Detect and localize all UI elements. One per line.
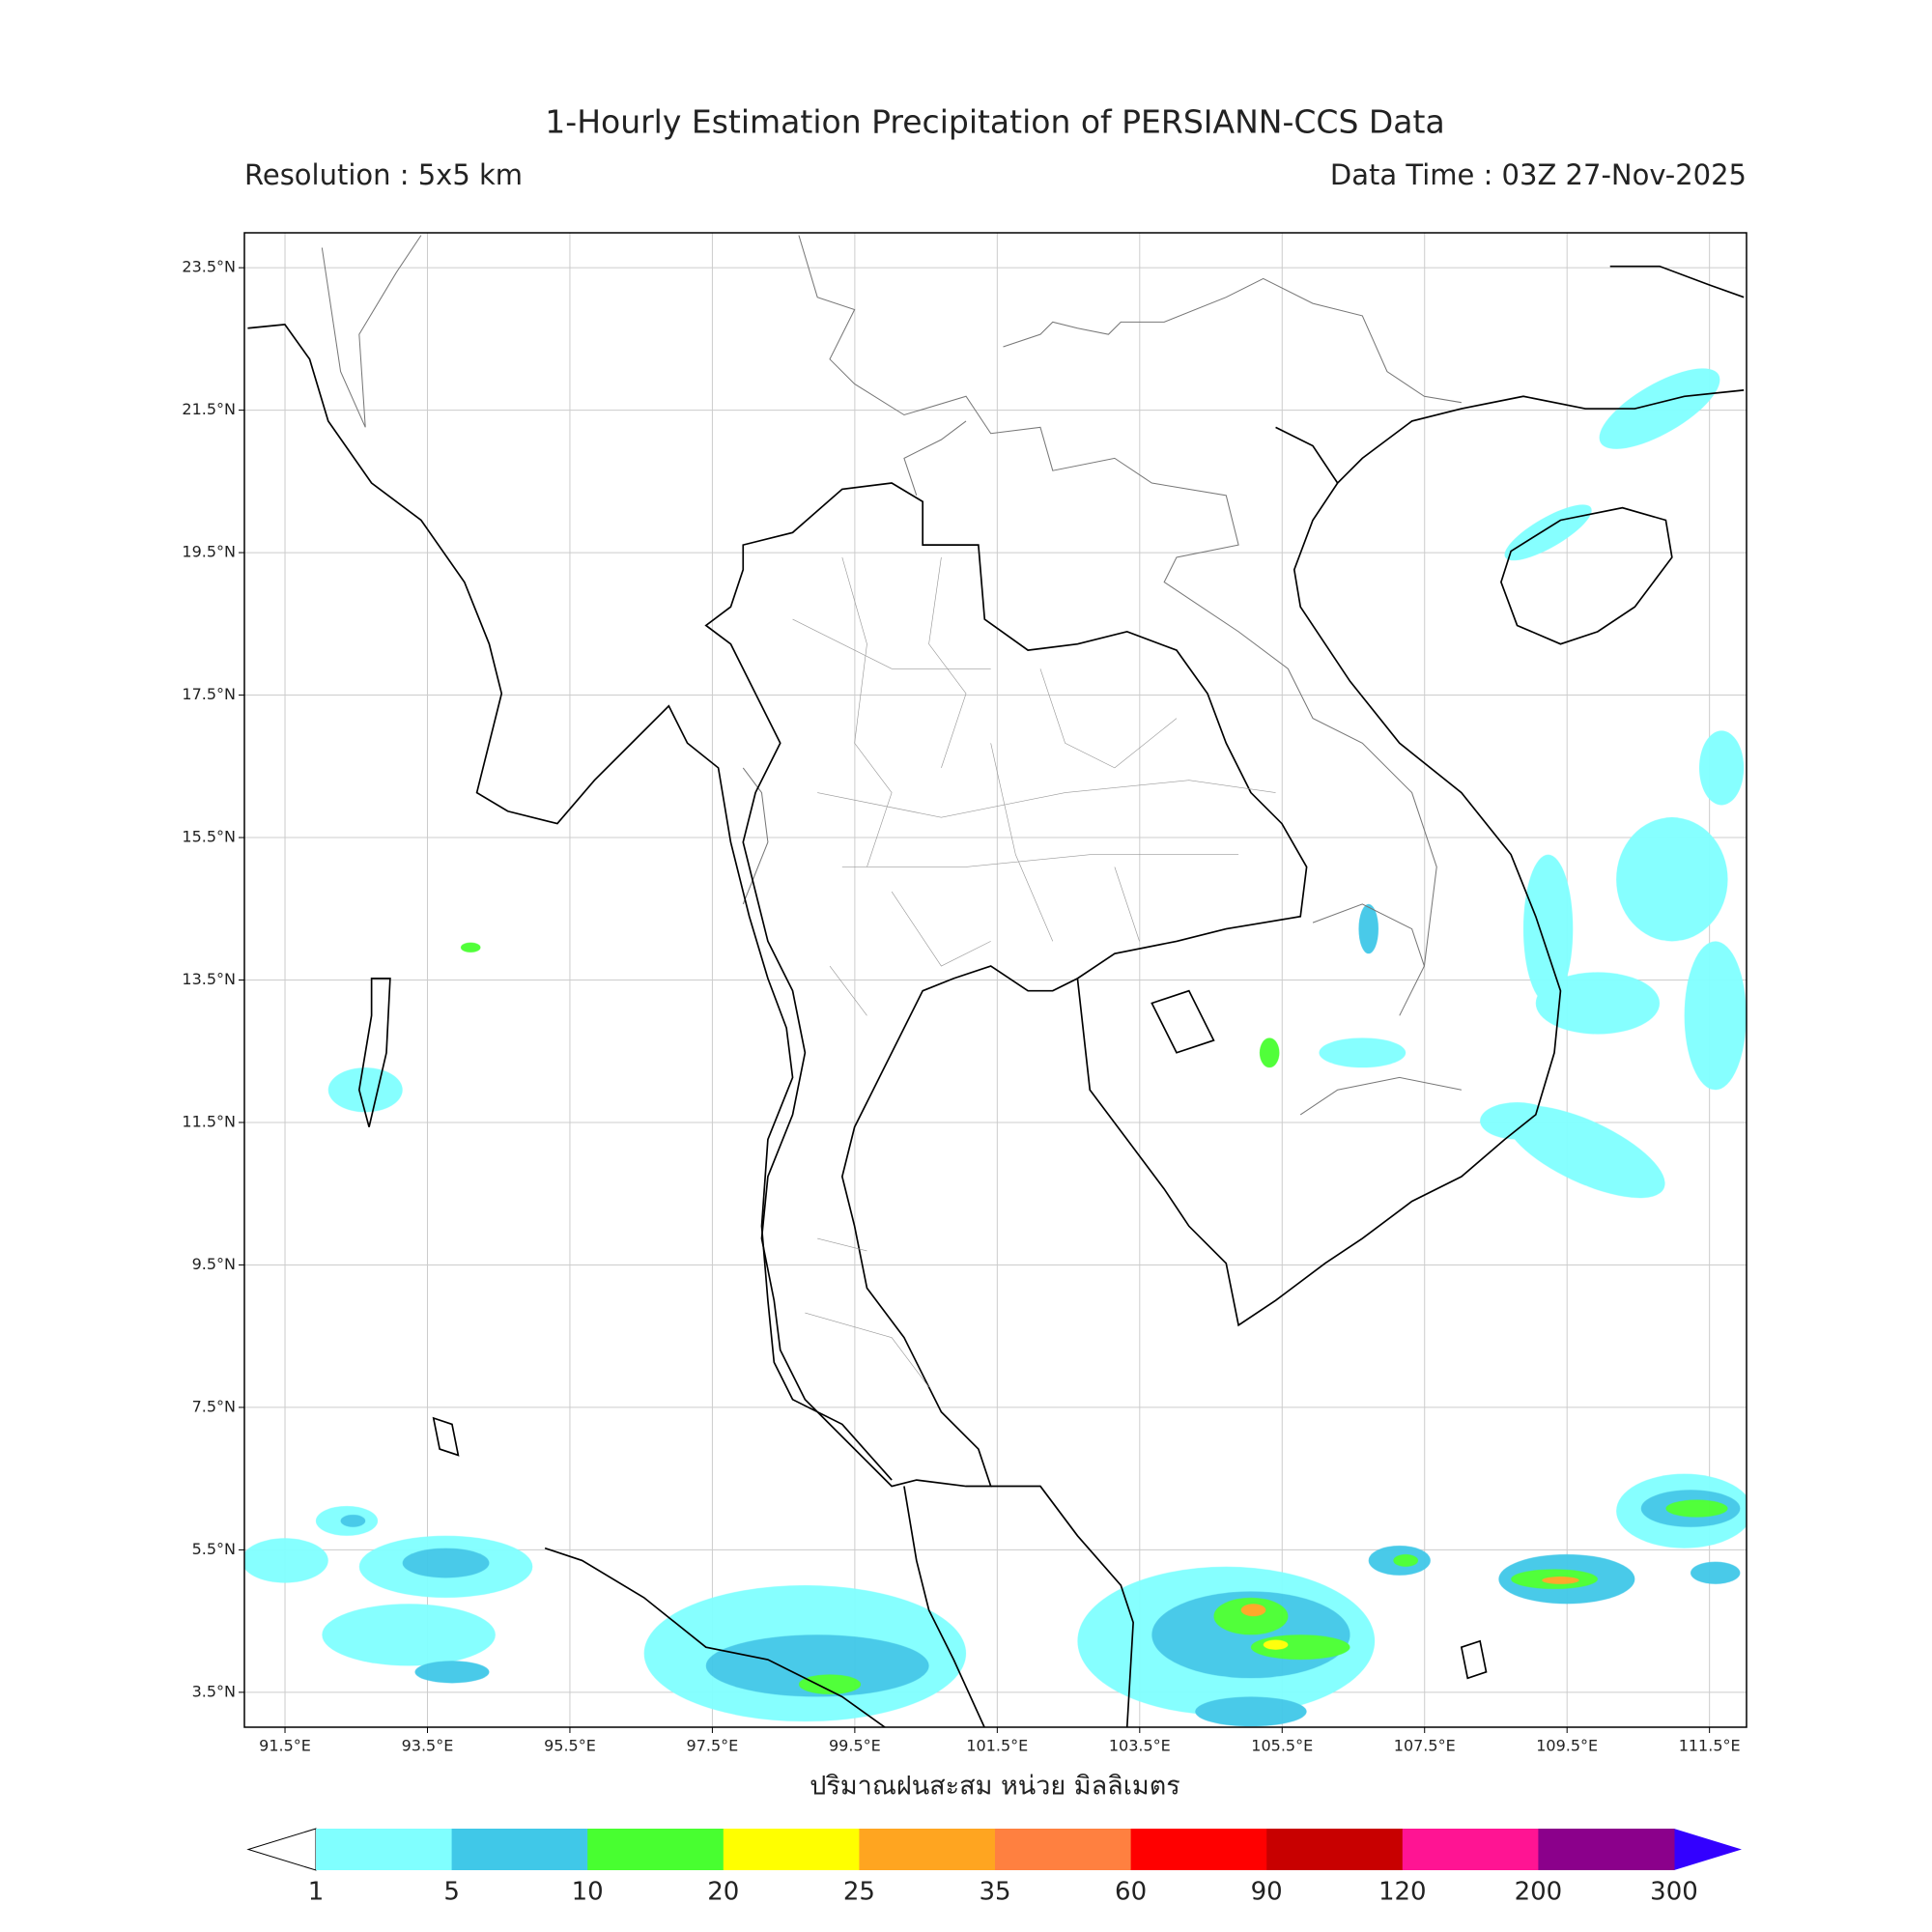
basemap (243, 235, 1747, 1728)
colorbar-segment (859, 1829, 996, 1870)
colorbar-segment (451, 1829, 588, 1870)
y-tick-label: 5.5°N (192, 1540, 236, 1558)
colorbar-label: 10 (572, 1878, 604, 1907)
x-tick-label: 105.5°E (1251, 1737, 1313, 1755)
colorbar-label: 5 (443, 1878, 460, 1907)
y-tick-label: 7.5°N (192, 1397, 236, 1415)
colorbar-under (246, 1828, 317, 1871)
colorbar-segment (1402, 1829, 1539, 1870)
y-tick-label: 11.5°N (182, 1112, 236, 1130)
y-tick-label: 17.5°N (182, 685, 236, 703)
x-tick-label: 99.5°E (829, 1737, 881, 1755)
y-tick-label: 3.5°N (192, 1682, 236, 1700)
data-time: Data Time : 03Z 27-Nov-2025 (1330, 158, 1747, 191)
colorbar-over (1674, 1829, 1742, 1870)
colorbar-label: 20 (707, 1878, 739, 1907)
colorbar-label: 300 (1650, 1878, 1698, 1907)
colorbar-label: 25 (843, 1878, 875, 1907)
x-tick-label: 103.5°E (1109, 1737, 1171, 1755)
x-tick-label: 101.5°E (966, 1737, 1028, 1755)
colorbar-segment (316, 1829, 453, 1870)
colorbar-segment (1130, 1829, 1267, 1870)
colorbar-segment (723, 1829, 860, 1870)
colorbar-label: 200 (1515, 1878, 1563, 1907)
coastlines (247, 265, 1745, 1728)
colorbar: 1 5 10 20 25 35 60 90 120 200 300 (246, 1828, 1742, 1907)
thailand (704, 482, 1308, 1488)
y-tick-label: 15.5°N (182, 828, 236, 846)
colorbar-segment (995, 1829, 1132, 1870)
colorbar-label: 120 (1378, 1878, 1427, 1907)
colorbar-label: 35 (979, 1878, 1010, 1907)
colorbar-segment (1266, 1829, 1404, 1870)
x-axis-label: ปริมาณฝนสะสม หน่วย มิลลิเมตร (810, 1772, 1180, 1802)
grid (244, 233, 1747, 1727)
colorbar-label: 90 (1251, 1878, 1283, 1907)
x-tick-label: 109.5°E (1536, 1737, 1598, 1755)
x-tick-label: 97.5°E (687, 1737, 739, 1755)
colorbar-label: 1 (308, 1878, 325, 1907)
x-tick-label: 111.5°E (1679, 1737, 1741, 1755)
colorbar-segment (1538, 1829, 1675, 1870)
x-tick-label: 95.5°E (544, 1737, 596, 1755)
y-tick-label: 23.5°N (182, 258, 236, 276)
colorbar-segment (587, 1829, 724, 1870)
rain (243, 368, 1747, 1727)
title: 1-Hourly Estimation Precipitation of PER… (545, 103, 1444, 141)
x-tick-label: 93.5°E (402, 1737, 454, 1755)
resolution: Resolution : 5x5 km (244, 158, 523, 191)
y-tick-label: 21.5°N (182, 400, 236, 418)
x-tick-label: 91.5°E (259, 1737, 311, 1755)
colorbar-label: 60 (1115, 1878, 1147, 1907)
borders (321, 235, 1462, 1116)
x-tick-label: 107.5°E (1394, 1737, 1456, 1755)
y-tick-label: 13.5°N (182, 970, 236, 988)
y-tick-label: 9.5°N (192, 1255, 236, 1273)
y-tick-label: 19.5°N (182, 543, 236, 561)
